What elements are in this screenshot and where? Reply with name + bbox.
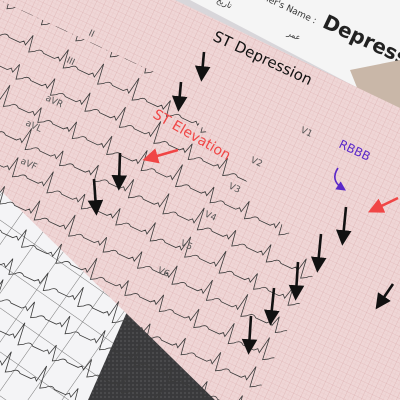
lead-label: V4 [203,210,218,224]
lead-label: II [87,29,96,40]
ecg-trace [0,135,363,400]
date: تاريخ [215,0,233,10]
lead-label: V1 [299,126,314,140]
lead-label: V2 [249,156,264,170]
ecg-trace [0,60,363,333]
lead-label: III [65,56,76,68]
ecg-trace [0,87,363,360]
lead-label: V3 [227,182,242,196]
header-sheet [190,0,400,110]
ecg-trace [0,193,363,400]
ecg-trace [0,113,363,388]
ecg-trace [0,243,363,400]
ecg-trace [0,32,363,306]
lead-label: V5 [179,239,194,253]
rbbb-arrow [334,167,346,191]
lead-label: V6 [156,266,171,280]
dark-surface [88,305,215,400]
red-arrows [142,148,399,213]
arrows [87,51,395,355]
ecg-trace [0,222,363,400]
